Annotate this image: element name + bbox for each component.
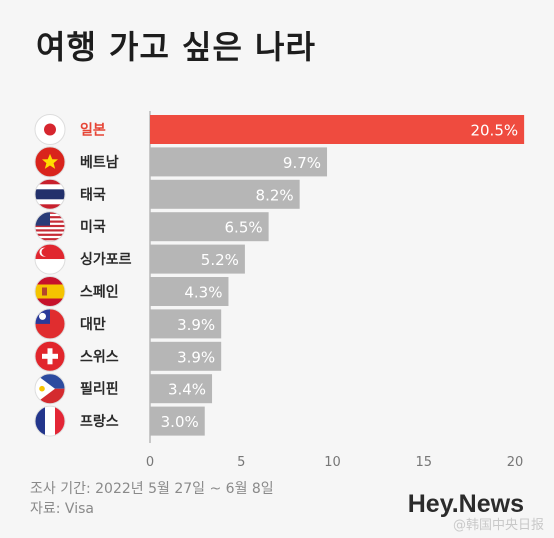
value-label: 8.2% — [256, 186, 294, 204]
x-tick-label: 15 — [415, 455, 432, 470]
category-label: 스위스 — [80, 349, 119, 365]
category-label: 싱가포르 — [80, 252, 132, 268]
survey-period: 조사 기간: 2022년 5월 27일 ~ 6월 8일 — [30, 481, 274, 497]
bar — [150, 374, 213, 404]
bar — [150, 244, 245, 274]
philippines-flag-icon — [34, 373, 66, 405]
category-label: 베트남 — [80, 154, 119, 171]
value-label: 9.7% — [283, 154, 321, 172]
category-label: 스페인 — [80, 284, 119, 301]
category-label: 미국 — [80, 220, 106, 236]
usa-flag-icon — [34, 211, 66, 243]
category-label: 필리핀 — [80, 381, 119, 398]
japan-flag-icon — [34, 114, 66, 145]
value-label: 4.3% — [184, 284, 222, 302]
spain-flag-icon — [34, 276, 66, 307]
x-tick-label: 0 — [146, 455, 154, 470]
x-tick-label: 20 — [507, 455, 524, 470]
value-label: 20.5% — [470, 122, 518, 140]
switzerland-flag-icon — [34, 340, 66, 372]
data-source: 자료: Visa — [30, 501, 94, 517]
value-label: 5.2% — [201, 251, 239, 269]
value-label: 3.9% — [177, 316, 215, 334]
value-label: 3.4% — [168, 381, 206, 399]
value-label: 3.0% — [161, 413, 199, 431]
value-label: 3.9% — [177, 348, 215, 366]
category-label: 대만 — [80, 317, 106, 333]
x-tick-label: 5 — [237, 455, 245, 470]
taiwan-flag-icon — [34, 308, 66, 340]
thailand-flag-icon — [34, 178, 66, 210]
brand-logo: Hey.News — [407, 490, 524, 518]
category-label: 프랑스 — [80, 414, 119, 430]
singapore-flag-icon — [34, 243, 66, 275]
bar — [150, 147, 328, 177]
bar — [150, 277, 229, 306]
value-label: 6.5% — [225, 219, 263, 237]
watermark: @韩国中央日报 — [452, 518, 544, 533]
bar — [150, 179, 300, 209]
france-flag-icon — [34, 405, 66, 437]
bar — [150, 309, 222, 339]
bar — [150, 341, 222, 371]
bar — [150, 212, 269, 242]
bar — [150, 406, 205, 436]
category-label: 태국 — [80, 187, 106, 203]
vietnam-flag-icon — [34, 146, 66, 178]
x-tick-label: 10 — [324, 455, 341, 470]
category-label: 일본 — [80, 123, 106, 139]
chart-title: 여행 가고 싶은 나라 — [36, 28, 316, 66]
bar — [150, 115, 525, 144]
